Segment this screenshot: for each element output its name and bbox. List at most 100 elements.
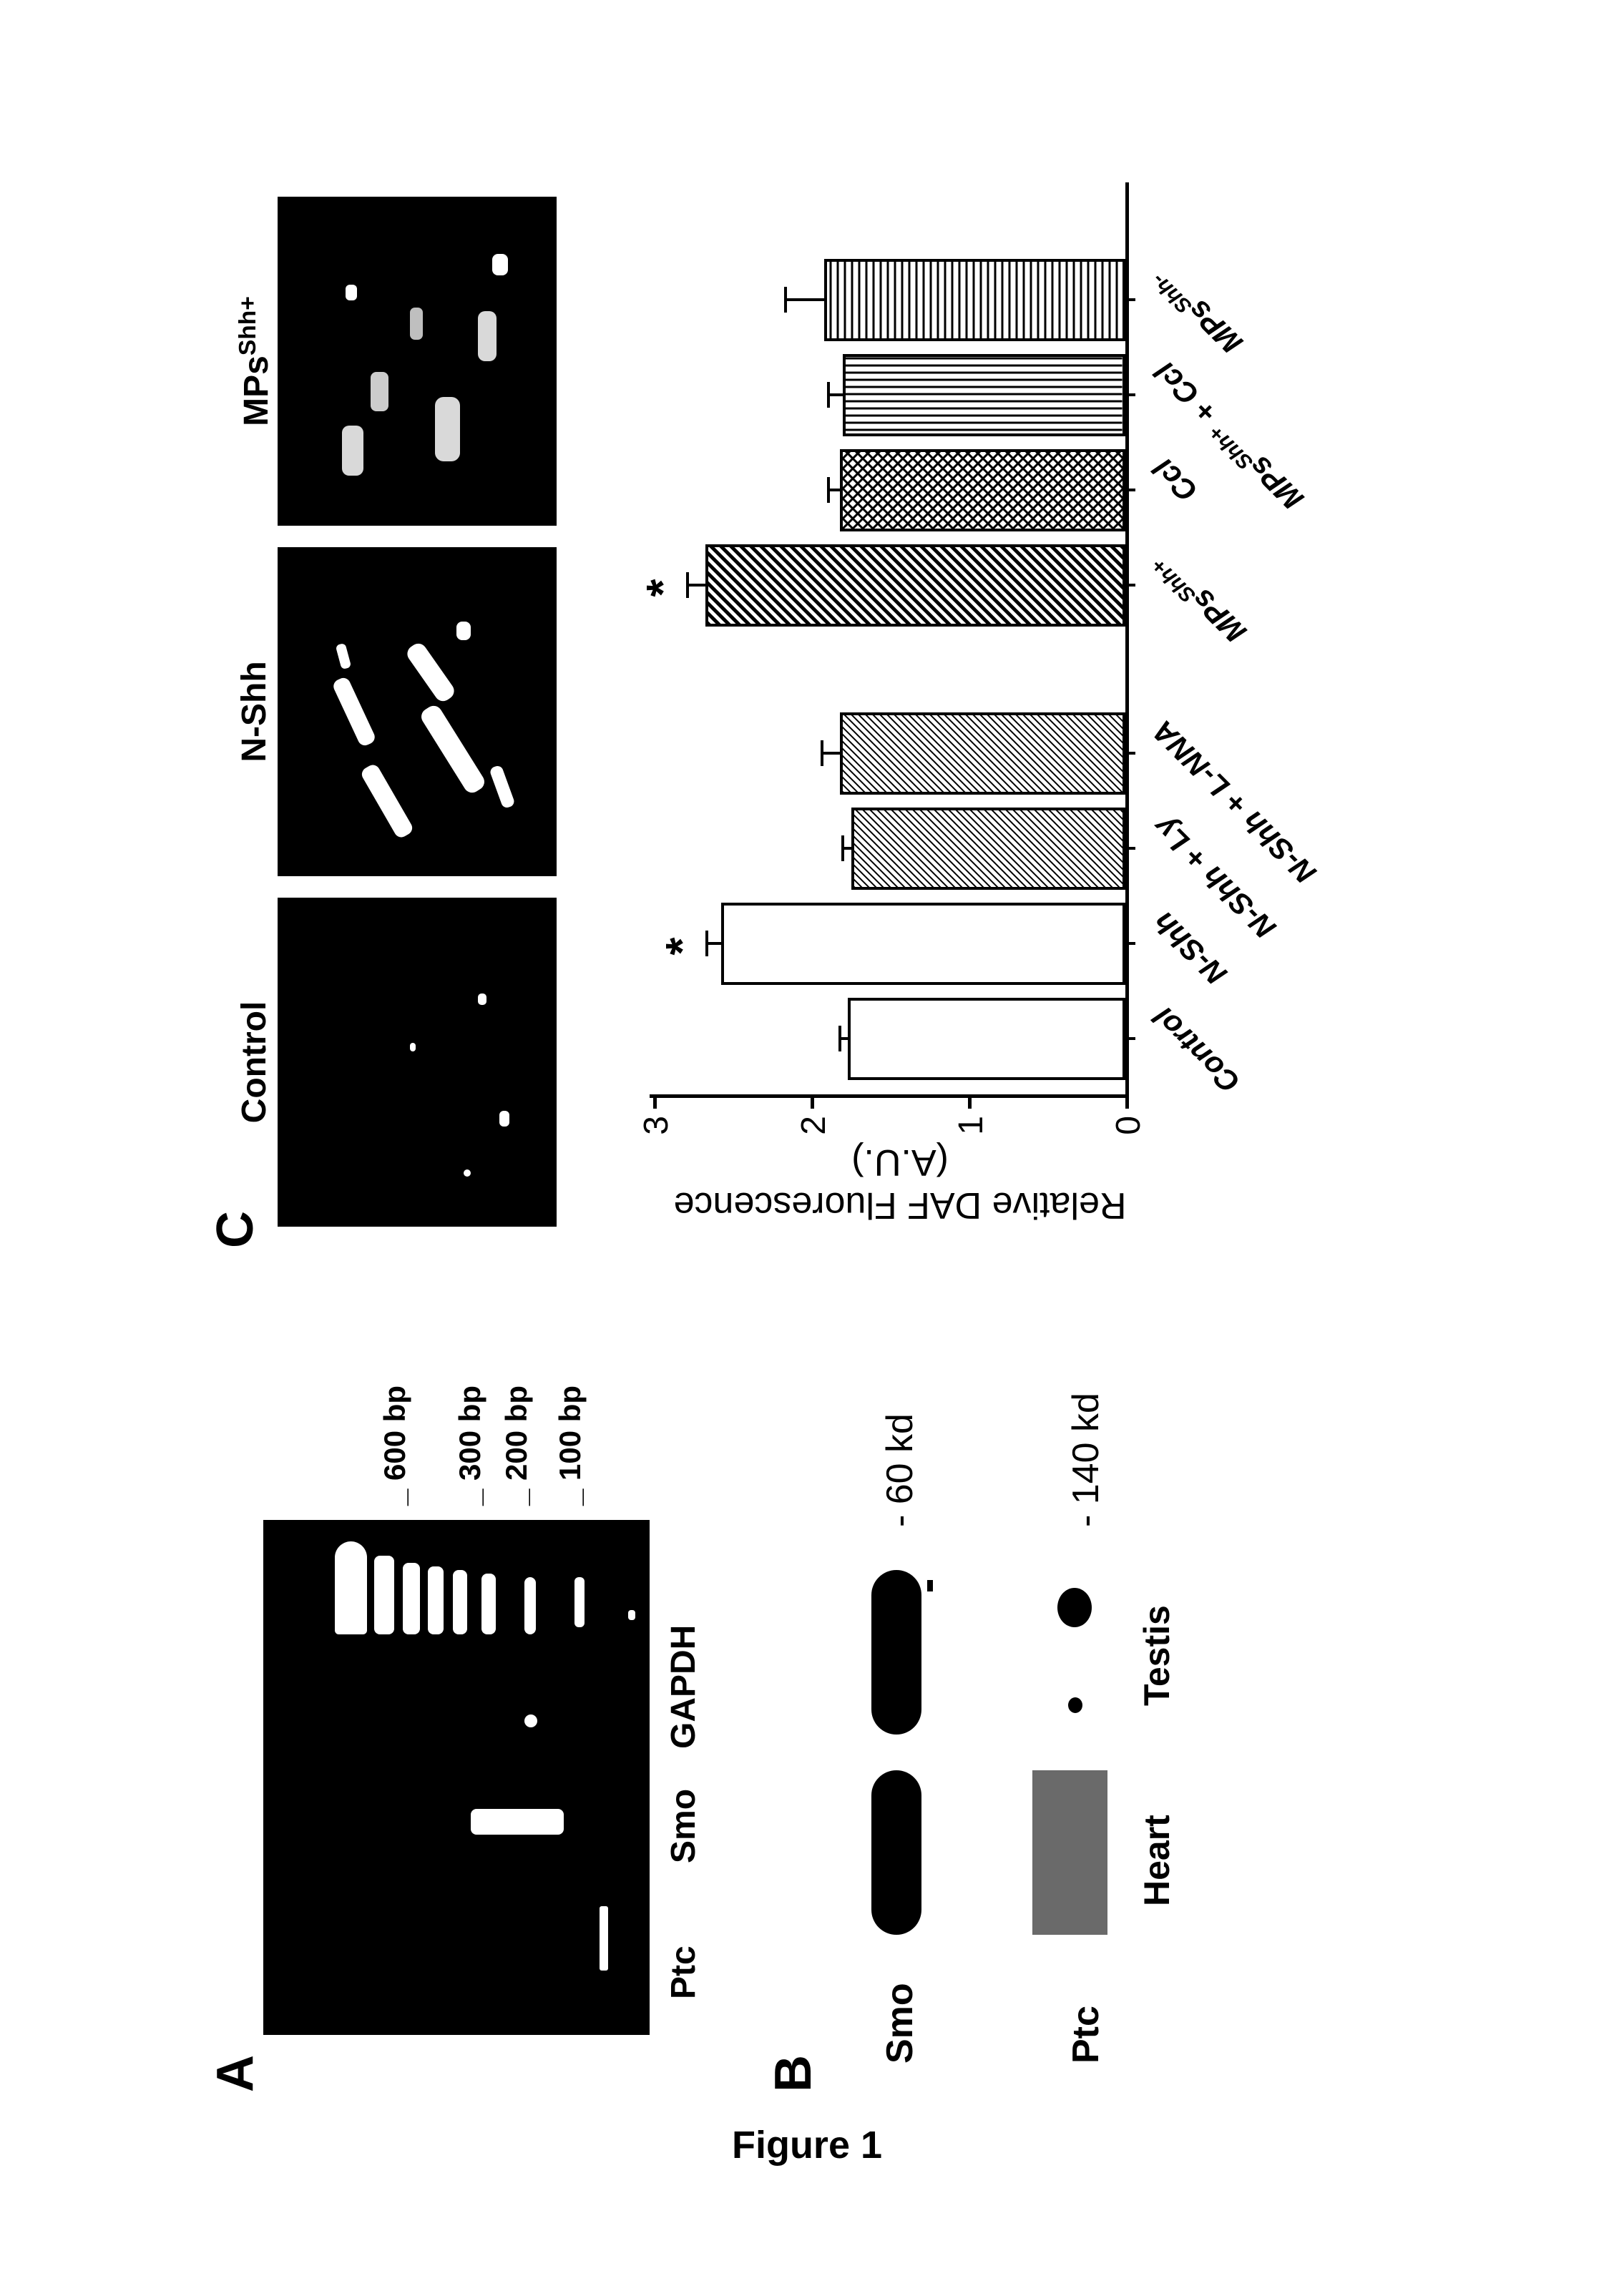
significance-marker: * <box>636 579 689 597</box>
ytick <box>968 1094 972 1109</box>
chart-bar <box>843 354 1125 436</box>
x-axis-line <box>1125 182 1129 1098</box>
ytick <box>811 1094 814 1109</box>
error-bar-cap <box>838 1026 841 1052</box>
bar-chart: Relative DAF Fluorescence (A.U.) 0 1 2 3… <box>621 161 1336 1248</box>
ytick-label-2: 2 <box>794 1116 833 1152</box>
fluoro-speck <box>342 426 363 476</box>
chart-bar <box>840 712 1125 795</box>
fluoro-speck <box>371 372 388 411</box>
wb-ptc-testis-dot1 <box>1068 1697 1082 1713</box>
gel-ladder-band <box>335 1541 367 1634</box>
x-category-label: Control <box>1147 1001 1323 1177</box>
panel-a-gel-image <box>263 1520 650 2035</box>
panel-a-label: A <box>206 2055 265 2092</box>
bp-label: _ 300 bp <box>453 1385 487 1506</box>
x-category-label: N-Shh <box>1147 906 1323 1081</box>
error-bar-cap <box>827 383 830 408</box>
xlabels-container: ControlN-ShhN-Shh + LyN-Shh + L-NNAMPsSh… <box>1133 182 1333 1094</box>
gel-band-ptc <box>600 1906 608 1971</box>
ytick-label-0: 0 <box>1109 1116 1148 1152</box>
wb-ptc-testis-dot2 <box>1057 1588 1092 1627</box>
fluoro-speck <box>478 311 497 361</box>
bp-label: _ 200 bp <box>499 1385 534 1506</box>
fluoro-speck <box>410 1043 416 1051</box>
wb-smo-heart-band <box>871 1770 921 1935</box>
bp-label-text: 600 bp <box>378 1385 411 1481</box>
error-bar-cap <box>784 288 787 313</box>
y-axis-title-line1: Relative DAF Fluorescence <box>674 1184 1127 1226</box>
gel-ladder-band <box>524 1577 536 1634</box>
fluoro-speck <box>419 702 488 795</box>
chart-bar <box>705 544 1125 627</box>
wb-ptc-kd: - 140 kd <box>1065 1393 1107 1527</box>
fluoro-speck <box>435 397 460 461</box>
fluoro-speck <box>336 643 352 669</box>
bp-label-text: 300 bp <box>453 1385 486 1481</box>
wb-row-smo-label: Smo <box>879 1983 921 2064</box>
x-category-label: MPsShh+ <box>1147 545 1324 722</box>
x-category-label: N-Shh + L-NNA <box>1147 715 1323 891</box>
gel-band-smo <box>471 1809 564 1835</box>
error-bar-cap <box>841 836 844 862</box>
bp-label: _ 600 bp <box>378 1385 412 1506</box>
ytick <box>653 1094 657 1109</box>
gel-ladder-band <box>481 1574 496 1634</box>
bp-label-text: 100 bp <box>553 1385 587 1481</box>
y-axis-line <box>650 1094 1129 1098</box>
fluoro-speck <box>499 1111 509 1127</box>
gel-band-gapdh <box>524 1714 537 1727</box>
micro-title-control: Control <box>235 912 274 1212</box>
wb-smo-tiny <box>927 1580 933 1591</box>
fluoro-speck <box>489 765 515 810</box>
gel-ladder-band <box>403 1563 420 1634</box>
fluoro-speck <box>359 762 415 840</box>
fluoro-speck <box>456 622 471 640</box>
ytick <box>1125 1094 1129 1109</box>
ytick-label-3: 3 <box>637 1116 676 1152</box>
figure-caption: Figure 1 <box>732 2123 882 2167</box>
wb-smo-testis-band <box>871 1570 921 1735</box>
chart-bar <box>721 903 1125 985</box>
bars-container: ** <box>650 182 1125 1094</box>
significance-marker: * <box>655 938 708 956</box>
micro-image-control <box>278 898 557 1227</box>
gel-lane-label-smo: Smo <box>664 1789 703 1863</box>
fluoro-speck <box>331 676 377 748</box>
micro-title-nshh: N-Shh <box>235 561 274 862</box>
wb-smo-kd: - 60 kd <box>879 1413 921 1527</box>
gel-lane-label-gapdh: GAPDH <box>664 1625 703 1749</box>
figure-rotated-container: A _ 600 bp _ 300 bp _ 200 bp _ 100 bp Pt… <box>163 147 1451 2149</box>
ytick-label-1: 1 <box>952 1116 991 1152</box>
gel-ladder-band <box>428 1566 444 1634</box>
error-bar <box>784 299 823 302</box>
fluoro-speck <box>404 640 458 705</box>
x-category-label: MPsShh- <box>1147 260 1324 437</box>
gel-ladder-band <box>453 1570 467 1634</box>
x-category-label: MPsShh+ + Ccl <box>1147 355 1324 532</box>
micro-image-mps <box>278 197 557 526</box>
gel-ladder-band <box>574 1577 585 1627</box>
chart-bar <box>824 259 1125 341</box>
micro-image-nshh <box>278 547 557 876</box>
wb-lane-testis: Testis <box>1136 1605 1178 1706</box>
error-bar-cap <box>821 741 823 767</box>
gel-ladder-band <box>628 1610 635 1620</box>
fluoro-speck <box>478 994 486 1005</box>
fluoro-speck <box>410 308 423 340</box>
fluoro-speck <box>492 254 508 275</box>
x-category-label: N-Shh + Ly <box>1147 810 1323 986</box>
fluoro-speck <box>346 285 357 300</box>
chart-bar <box>851 808 1125 890</box>
gel-ladder-band <box>374 1556 394 1634</box>
wb-lane-heart: Heart <box>1136 1815 1178 1906</box>
fluoro-speck <box>464 1169 471 1177</box>
chart-bar <box>840 449 1125 531</box>
panel-c-label: C <box>206 1211 265 1248</box>
chart-bar <box>848 998 1125 1080</box>
y-axis-title: Relative DAF Fluorescence (A.U.) <box>650 1141 1150 1227</box>
bp-label: _ 100 bp <box>553 1385 587 1506</box>
wb-row-ptc-label: Ptc <box>1065 2006 1107 2064</box>
panel-b-label: B <box>764 2055 823 2092</box>
micro-title-mps: MPsShh+ <box>235 211 276 511</box>
